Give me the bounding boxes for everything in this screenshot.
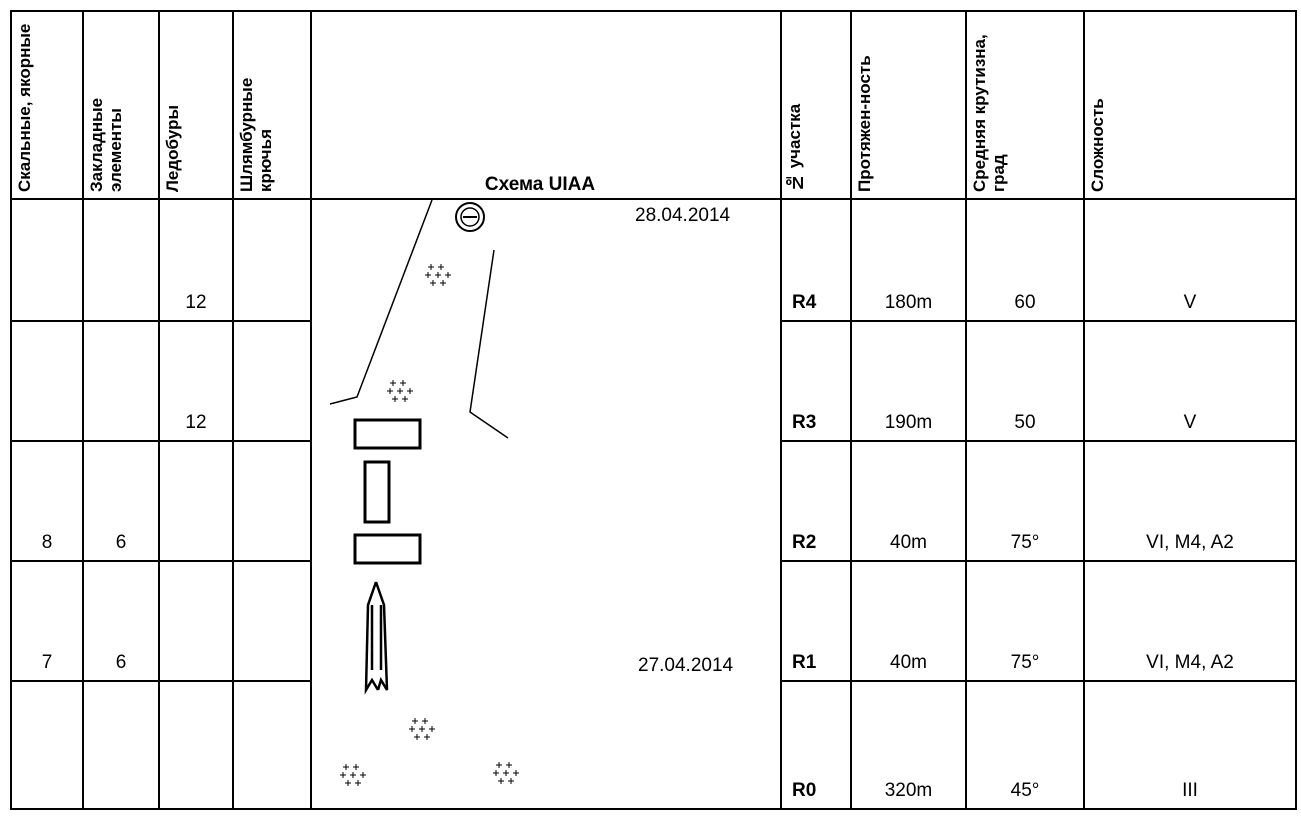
table-cell: V (1183, 292, 1197, 313)
grid-line (850, 10, 852, 810)
table-cell: 8 (41, 532, 53, 553)
date: 28.04.2014 (635, 205, 731, 226)
table-cell: 6 (115, 652, 127, 673)
grid-line (10, 198, 1297, 200)
header: Ледобуры (163, 105, 182, 192)
grid-line (10, 560, 310, 562)
date: 27.04.2014 (638, 655, 734, 676)
table-cell: 60 (1014, 292, 1036, 313)
grid-line (310, 10, 312, 810)
table-cell: R4 (792, 292, 817, 313)
header: Закладные элементы (87, 97, 125, 192)
table-cell: 12 (185, 412, 207, 433)
table-cell: 190m (884, 412, 933, 433)
table-cell: III (1182, 780, 1198, 801)
table-cell: R0 (792, 780, 817, 801)
grid-line (10, 10, 12, 810)
table-cell: 40m (890, 652, 927, 673)
table-cell: 40m (890, 532, 927, 553)
header: Протяжен-ность (855, 55, 874, 192)
grid-line (10, 680, 310, 682)
table-cell: 320m (884, 780, 933, 801)
grid-line (1295, 10, 1297, 810)
grid-line (158, 10, 160, 810)
grid-line (780, 560, 1297, 562)
grid-line (232, 10, 234, 810)
grid-line (780, 440, 1297, 442)
header: Сложность (1088, 98, 1107, 192)
grid-line (780, 680, 1297, 682)
table-cell: R1 (792, 652, 817, 673)
grid-line (780, 320, 1297, 322)
table-cell: VI, M4, A2 (1146, 532, 1234, 553)
table-cell: 45° (1010, 780, 1040, 801)
header: Схема UIAA (484, 174, 596, 195)
table-cell: 180m (884, 292, 933, 313)
table-cell: 50 (1014, 412, 1036, 433)
grid-line (10, 808, 1297, 810)
header: Средняя крутизна, град (970, 34, 1008, 192)
table-cell: 6 (115, 532, 127, 553)
table-cell: 7 (41, 652, 53, 673)
table-cell: R3 (792, 412, 817, 433)
grid-line (10, 320, 310, 322)
grid-line (82, 10, 84, 810)
table-cell: 75° (1010, 532, 1040, 553)
grid-line (10, 440, 310, 442)
grid-line (780, 10, 782, 810)
table-cell: R2 (792, 532, 817, 553)
header: Скальные, якорные (15, 23, 34, 192)
grid-line (965, 10, 967, 810)
table-cell: 12 (185, 292, 207, 313)
table-cell: V (1183, 412, 1197, 433)
table-cell: 75° (1010, 652, 1040, 673)
grid-line (1083, 10, 1085, 810)
header: № участка (785, 103, 804, 192)
header: Шлямбурные крючья (237, 77, 275, 192)
grid-line (10, 10, 1297, 12)
table-cell: VI, M4, A2 (1146, 652, 1234, 673)
